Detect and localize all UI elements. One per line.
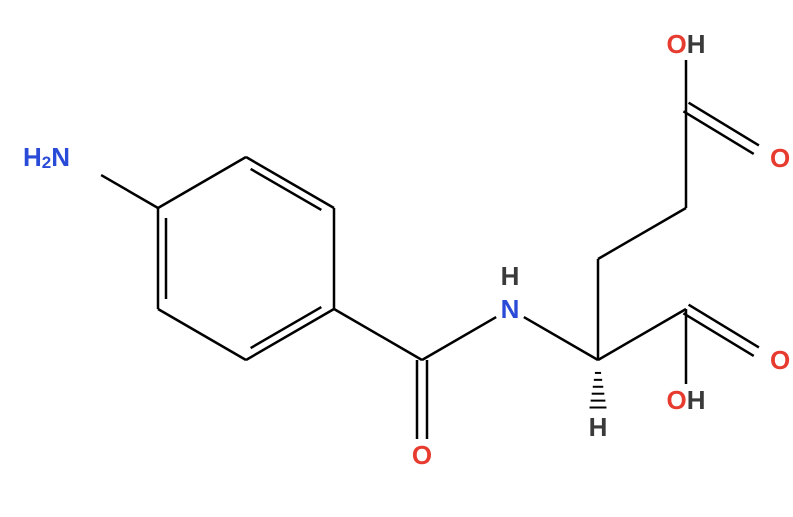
atom-label: N <box>501 294 520 324</box>
atom-label: H <box>501 261 520 291</box>
atom-label: H <box>589 412 608 442</box>
atom-label: OH <box>666 385 705 415</box>
atom-label: O <box>770 143 790 173</box>
molecule-diagram: H2NONHHOOOHOH <box>0 0 793 517</box>
atom-label: OH <box>666 29 705 59</box>
atom-label: O <box>412 440 432 470</box>
atom-label: O <box>770 345 790 375</box>
atom-label-nh2: H2N <box>23 142 70 172</box>
